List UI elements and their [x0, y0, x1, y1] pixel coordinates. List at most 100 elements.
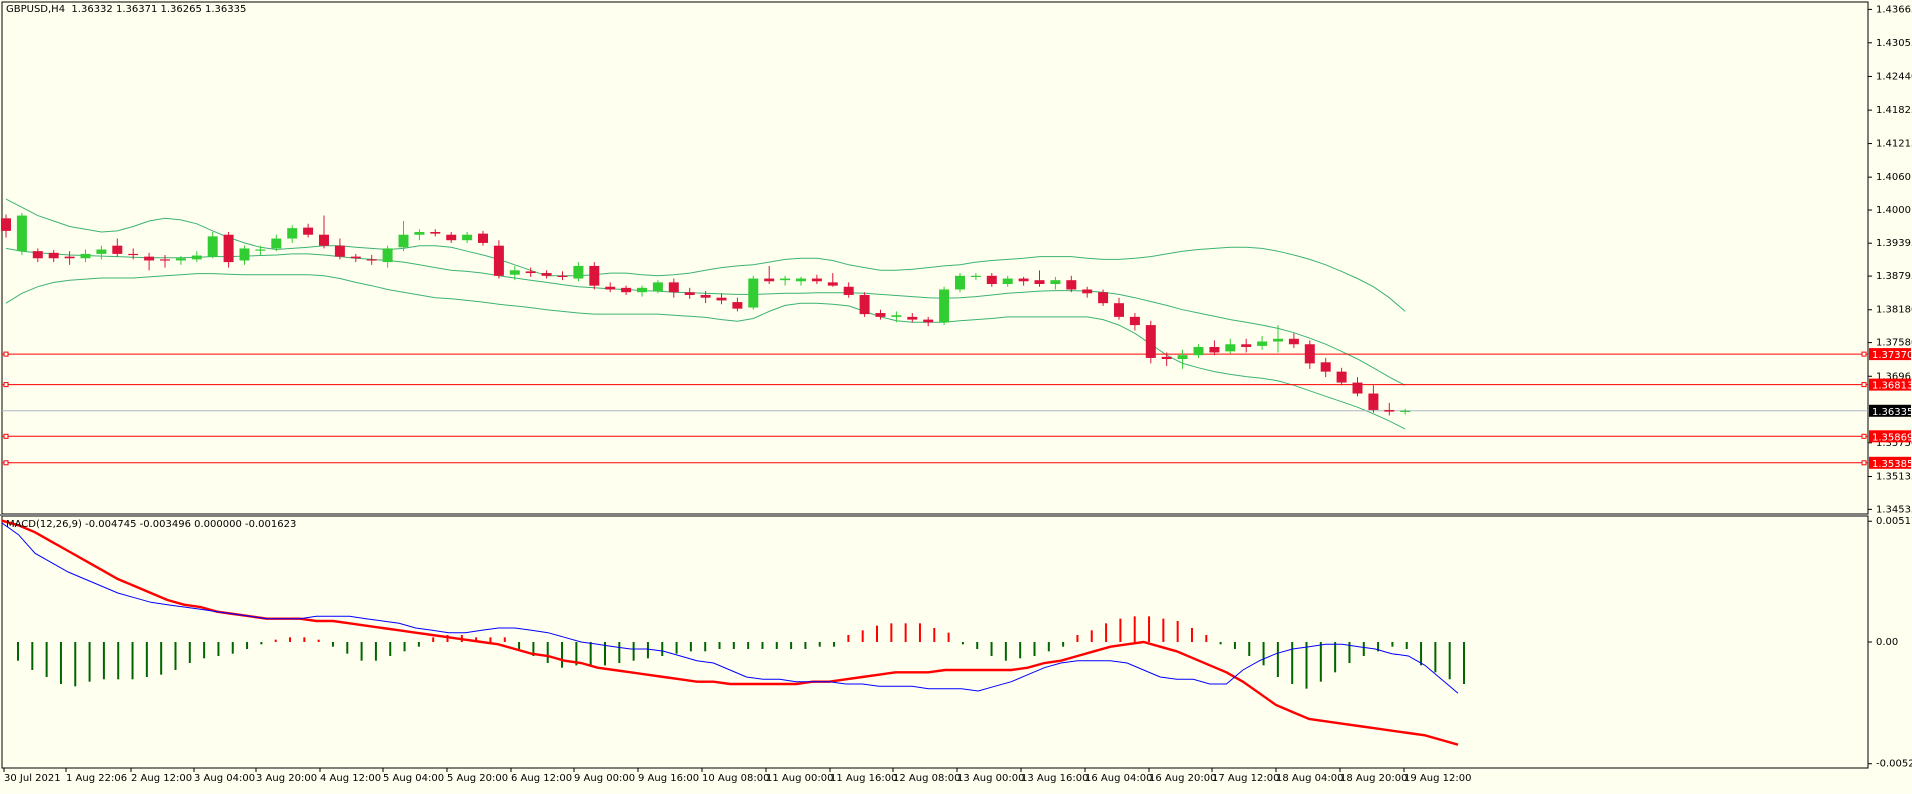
candle-body[interactable]	[1114, 303, 1124, 317]
candle-body[interactable]	[144, 256, 155, 261]
candle-body[interactable]	[1018, 278, 1029, 282]
candle-body[interactable]	[1050, 280, 1061, 285]
candle-body[interactable]	[446, 234, 457, 241]
candle-body[interactable]	[780, 278, 791, 281]
candle-body[interactable]	[430, 231, 441, 234]
candle-body[interactable]	[1145, 325, 1156, 358]
candle-body[interactable]	[573, 265, 584, 279]
candle-body[interactable]	[589, 265, 600, 286]
candle-body[interactable]	[557, 275, 568, 277]
candle-body[interactable]	[1400, 410, 1411, 412]
candle-body[interactable]	[1098, 292, 1109, 304]
candle-body[interactable]	[1066, 280, 1077, 290]
candle-body[interactable]	[1225, 344, 1236, 352]
candle-body[interactable]	[875, 313, 886, 317]
candle-body[interactable]	[350, 256, 361, 259]
candle-body[interactable]	[891, 315, 902, 317]
candle-body[interactable]	[1034, 280, 1045, 285]
candle-body[interactable]	[16, 215, 27, 252]
candle-body[interactable]	[207, 236, 218, 257]
candle-body[interactable]	[478, 233, 488, 243]
candle-body[interactable]	[509, 270, 520, 275]
candle-body[interactable]	[191, 255, 202, 260]
candle-body[interactable]	[1129, 316, 1140, 326]
candle-body[interactable]	[621, 287, 632, 293]
pane-separator[interactable]	[0, 514, 1868, 516]
candle-body[interactable]	[1177, 355, 1188, 360]
candle-body[interactable]	[80, 253, 91, 259]
candle-body[interactable]	[223, 234, 234, 263]
candle-body[interactable]	[1304, 344, 1315, 364]
level-handle-right[interactable]	[1861, 460, 1867, 466]
candle-body[interactable]	[1082, 289, 1093, 294]
candle-body[interactable]	[637, 287, 647, 293]
candle-body[interactable]	[843, 286, 854, 295]
candle-body[interactable]	[1161, 356, 1172, 360]
candle-body[interactable]	[605, 286, 616, 290]
candle-body[interactable]	[255, 249, 266, 251]
candle-body[interactable]	[64, 256, 75, 259]
candle-body[interactable]	[1352, 382, 1363, 394]
candle-body[interactable]	[1320, 362, 1331, 372]
candle-body[interactable]	[175, 258, 186, 261]
candle-body[interactable]	[32, 251, 43, 259]
candle-body[interactable]	[684, 292, 695, 295]
candle-body[interactable]	[907, 316, 918, 320]
candle-body[interactable]	[287, 228, 298, 239]
candle-body[interactable]	[923, 319, 934, 323]
candle-body[interactable]	[366, 259, 377, 261]
candle-body[interactable]	[414, 231, 425, 235]
level-handle-right[interactable]	[1861, 382, 1867, 388]
candle-body[interactable]	[525, 271, 536, 274]
candle-body[interactable]	[668, 282, 679, 293]
candle-body[interactable]	[970, 275, 981, 277]
candle-body[interactable]	[128, 253, 139, 256]
candle-body[interactable]	[939, 289, 950, 323]
candle-body[interactable]	[827, 282, 838, 286]
candle-body[interactable]	[334, 245, 345, 257]
candle-body[interactable]	[732, 302, 743, 309]
candle-body[interactable]	[1273, 338, 1283, 342]
candle-body[interactable]	[1, 218, 11, 231]
candle-body[interactable]	[748, 278, 759, 308]
candle-body[interactable]	[859, 294, 870, 315]
level-handle-left[interactable]	[3, 433, 9, 439]
candle-body[interactable]	[112, 245, 123, 254]
candle-body[interactable]	[1384, 409, 1395, 412]
candle-body[interactable]	[811, 278, 822, 282]
candle-body[interactable]	[48, 252, 59, 259]
level-handle-left[interactable]	[3, 460, 9, 466]
candle-body[interactable]	[541, 273, 552, 276]
candle-body[interactable]	[716, 297, 727, 301]
candle-body[interactable]	[700, 294, 711, 298]
candle-body[interactable]	[493, 245, 504, 276]
candle-body[interactable]	[271, 238, 282, 249]
candle-body[interactable]	[652, 282, 663, 292]
level-handle-left[interactable]	[3, 351, 9, 357]
candle-body[interactable]	[1288, 338, 1299, 345]
candle-body[interactable]	[1193, 346, 1204, 356]
level-handle-right[interactable]	[1861, 351, 1867, 357]
candle-body[interactable]	[462, 234, 473, 241]
candle-body[interactable]	[239, 248, 250, 261]
candle-body[interactable]	[160, 259, 170, 261]
candle-body[interactable]	[319, 234, 329, 246]
candle-body[interactable]	[1257, 341, 1268, 346]
candle-body[interactable]	[1209, 346, 1220, 353]
candle-body[interactable]	[96, 249, 107, 254]
level-handle-right[interactable]	[1861, 433, 1867, 439]
candle-body[interactable]	[796, 278, 806, 282]
candle-body[interactable]	[1368, 393, 1379, 410]
candle-body[interactable]	[764, 278, 775, 282]
candle-body[interactable]	[986, 275, 997, 285]
candle-body[interactable]	[1002, 278, 1013, 285]
candle-body[interactable]	[955, 275, 965, 290]
candle-body[interactable]	[382, 248, 393, 263]
candle-body[interactable]	[398, 234, 409, 248]
candle-body[interactable]	[303, 227, 314, 235]
candle-body[interactable]	[1241, 344, 1252, 347]
candle-body[interactable]	[1336, 371, 1347, 383]
level-handle-left[interactable]	[3, 382, 9, 388]
